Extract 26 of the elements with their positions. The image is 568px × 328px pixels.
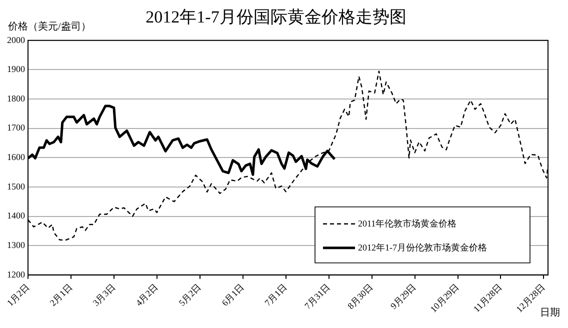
x-axis-title: 日期 xyxy=(540,306,560,319)
x-tick-label: 2月1日 xyxy=(48,282,74,308)
y-tick-label: 2000 xyxy=(7,34,26,45)
x-tick-label: 7月31日 xyxy=(302,282,332,312)
x-tick-label: 6月1日 xyxy=(220,282,246,308)
y-tick-label: 1900 xyxy=(7,64,26,74)
x-tick-label: 8月30日 xyxy=(346,282,375,312)
x-tick-label: 1月2日 xyxy=(4,282,32,308)
y-tick-label: 1400 xyxy=(7,210,26,221)
y-axis-title: 价格（美元/盎司） xyxy=(7,20,91,33)
chart-title: 2012年1-7月份国际黄金价格走势图 xyxy=(146,8,406,27)
y-tick-label: 1600 xyxy=(7,152,26,162)
x-tick-label: 10月29日 xyxy=(428,282,461,314)
x-tick-label: 4月2日 xyxy=(134,282,160,308)
y-tick-label: 1500 xyxy=(7,181,26,192)
y-tick-label: 1200 xyxy=(7,269,26,280)
legend-label: 2012年1-7月份伦敦市场黄金价格 xyxy=(358,242,487,252)
y-tick-label: 1800 xyxy=(7,93,26,104)
y-tick-label: 1300 xyxy=(7,240,26,250)
x-tick-label: 9月29日 xyxy=(388,282,418,312)
legend-label: 2011年伦敦市场黄金价格 xyxy=(358,218,457,228)
x-tick-label: 7月1日 xyxy=(262,282,289,308)
x-tick-label: 3月3日 xyxy=(90,282,118,308)
x-tick-label: 5月2日 xyxy=(176,282,203,308)
x-tick-label: 11月28日 xyxy=(472,282,504,314)
y-tick-label: 1700 xyxy=(7,122,26,133)
